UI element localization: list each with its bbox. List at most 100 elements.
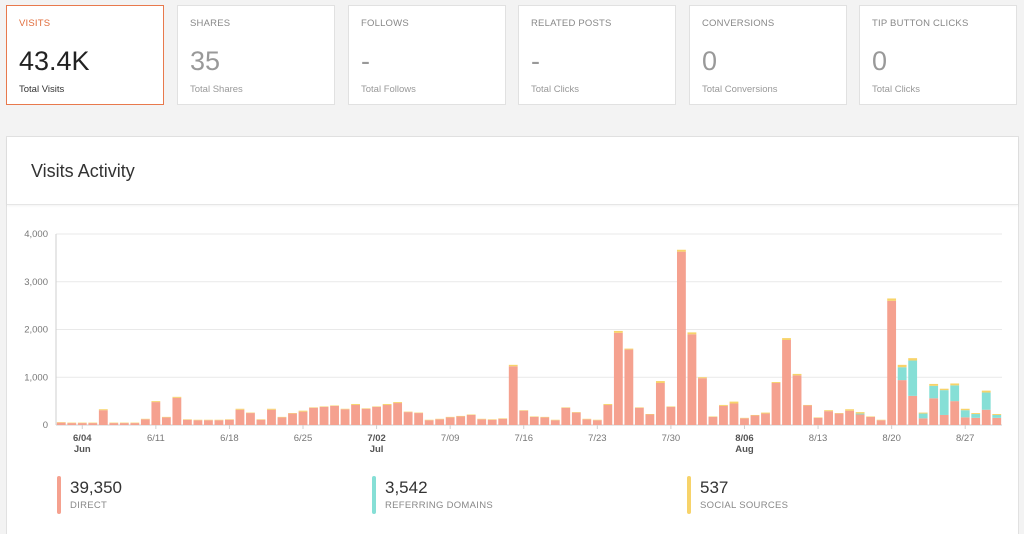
bar-direct (498, 418, 508, 425)
bar-social (508, 364, 518, 367)
bar-direct (519, 410, 529, 425)
bar-direct (845, 410, 854, 425)
y-tick-label: 0 (43, 420, 48, 431)
x-tick-label: 8/27 (956, 433, 975, 444)
card-value: 0 (702, 46, 718, 76)
bar-direct (592, 420, 602, 425)
x-tick-month: Aug (735, 444, 754, 455)
bar-direct (151, 402, 161, 425)
bar-social (393, 402, 403, 404)
card-label: SHARES (190, 18, 231, 29)
card-label: CONVERSIONS (702, 18, 775, 29)
x-tick-label: 6/04 (73, 433, 92, 444)
x-tick-label: 8/20 (882, 433, 901, 444)
bar-direct (960, 417, 970, 425)
card-visits[interactable]: VISITS 43.4K Total Visits (6, 5, 164, 105)
bar-social (729, 401, 739, 404)
bar-direct (708, 416, 718, 425)
bar-social (855, 412, 865, 414)
bar-direct (56, 422, 66, 425)
card-tip-button-clicks[interactable]: TIP BUTTON CLICKS 0 Total Clicks (859, 5, 1017, 105)
bar-direct (719, 405, 728, 425)
bar-direct (225, 419, 234, 425)
bar-direct (971, 417, 981, 425)
bar-referring (855, 413, 865, 415)
bar-direct (698, 378, 707, 425)
bar-social (897, 364, 907, 368)
x-tick-label: 7/16 (514, 433, 533, 444)
legend-value: 39,350 (70, 478, 122, 497)
bar-social (771, 382, 781, 383)
bar-social (918, 412, 928, 414)
bar-direct (309, 407, 318, 425)
legend-label: SOCIAL SOURCES (700, 500, 789, 511)
bar-direct (582, 419, 592, 425)
bar-direct (687, 334, 697, 425)
bar-direct (540, 417, 550, 425)
bar-direct (372, 406, 381, 425)
card-shares[interactable]: SHARES 35 Total Shares (177, 5, 335, 105)
x-tick-month: Jun (74, 444, 91, 455)
bar-direct (803, 405, 812, 425)
legend-label: DIRECT (70, 500, 108, 511)
card-sub: Total Conversions (702, 84, 778, 95)
bar-social (845, 409, 854, 411)
bar-direct (939, 414, 949, 425)
bar-direct (487, 419, 497, 425)
bar-direct (929, 398, 939, 425)
x-tick-label: 6/18 (220, 433, 239, 444)
bar-direct (561, 407, 571, 425)
card-label: FOLLOWS (361, 18, 409, 29)
bar-referring (918, 413, 928, 419)
bar-direct (193, 420, 203, 425)
bar-social (939, 388, 949, 391)
bar-direct (677, 251, 686, 425)
bar-direct (214, 420, 224, 425)
bar-direct (424, 420, 434, 425)
bar-social (908, 358, 918, 361)
bar-direct (204, 420, 213, 425)
bar-social (719, 404, 728, 406)
x-tick-label: 8/06 (735, 433, 754, 444)
bar-social (824, 410, 833, 412)
bar-direct (866, 416, 876, 425)
bar-direct (950, 401, 960, 426)
bar-social (613, 330, 623, 333)
bar-direct (855, 414, 865, 426)
bar-direct (288, 413, 297, 425)
x-tick-label: 7/30 (662, 433, 681, 444)
bar-social (98, 409, 108, 411)
bar-direct (456, 416, 466, 425)
bar-direct (571, 412, 581, 426)
card-related-posts[interactable]: RELATED POSTS - Total Clicks (518, 5, 676, 105)
bar-social (624, 348, 634, 350)
card-label: VISITS (19, 18, 51, 29)
bar-direct (771, 382, 781, 425)
bar-direct (98, 410, 108, 425)
card-conversions[interactable]: CONVERSIONS 0 Total Conversions (689, 5, 847, 105)
bar-direct (172, 397, 182, 425)
card-follows[interactable]: FOLLOWS - Total Follows (348, 5, 506, 105)
bar-direct (813, 417, 823, 425)
stat-cards: VISITS 43.4K Total Visits SHARES 35 Tota… (6, 5, 1020, 107)
bar-direct (130, 423, 140, 425)
bar-direct (77, 423, 87, 425)
card-sub: Total Follows (361, 84, 416, 95)
bar-social (698, 377, 707, 379)
bar-direct (445, 417, 455, 425)
bar-direct (161, 417, 171, 425)
bar-direct (761, 413, 770, 425)
bar-social (677, 249, 686, 252)
x-tick-label: 7/09 (441, 433, 460, 444)
bar-social (687, 332, 697, 335)
bar-social (235, 408, 245, 410)
bar-social (992, 414, 1002, 415)
bar-social (971, 413, 981, 415)
bar-direct (666, 406, 676, 425)
x-tick-label: 7/02 (367, 433, 386, 444)
bar-direct (887, 300, 897, 425)
bar-direct (109, 423, 119, 425)
bar-direct (246, 413, 255, 425)
bar-referring (960, 410, 970, 418)
